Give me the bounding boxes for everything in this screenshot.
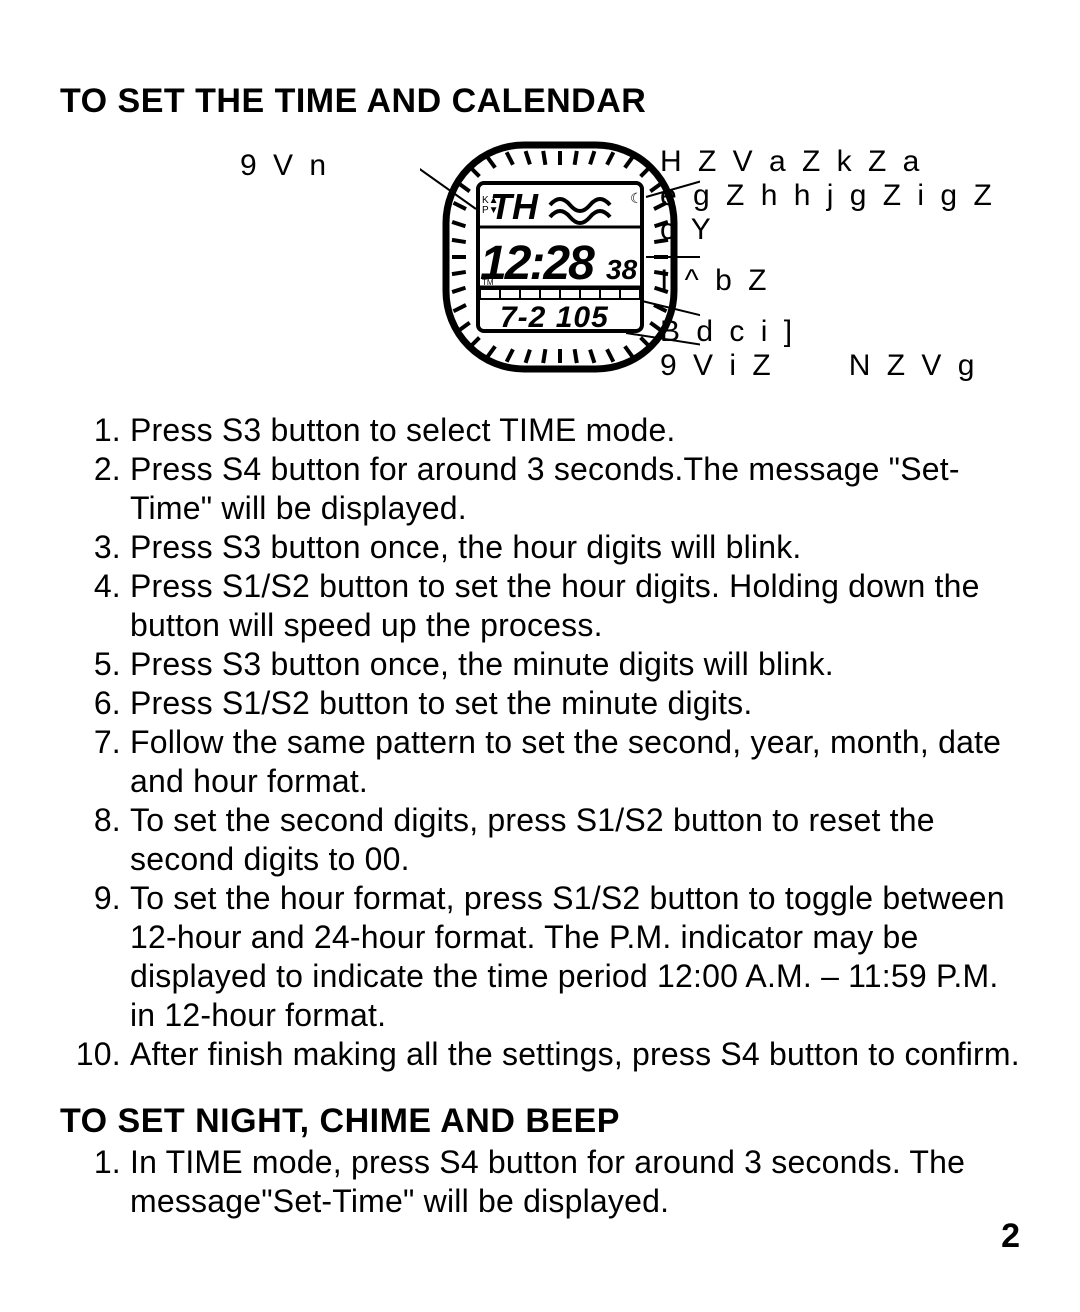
step-item: Press S4 button for around 3 seconds.The… bbox=[130, 450, 1020, 528]
steps-time: Press S3 button to select TIME mode.Pres… bbox=[60, 411, 1020, 1074]
manual-page: TO SET THE TIME AND CALENDAR 9 V n TH bbox=[0, 0, 1080, 1312]
heading-set-time: TO SET THE TIME AND CALENDAR bbox=[60, 82, 1020, 121]
step-item: Press S3 button once, the hour digits wi… bbox=[130, 528, 1020, 567]
lcd-seconds: 38 bbox=[606, 254, 638, 285]
svg-text:TM: TM bbox=[482, 278, 494, 287]
step-item: Press S3 button once, the minute digits … bbox=[130, 645, 1020, 684]
step-item: After finish making all the settings, pr… bbox=[130, 1035, 1020, 1074]
svg-text:P▼: P▼ bbox=[482, 205, 499, 216]
heading-set-night: TO SET NIGHT, CHIME AND BEEP bbox=[60, 1102, 1020, 1141]
diagram-right-labels: H Z V a Z k Z a e g Z h h j g Z i g Z c … bbox=[660, 145, 1020, 399]
label-time: I ^ b Z bbox=[660, 263, 1020, 299]
diagram-left-label: 9 V n bbox=[240, 149, 330, 183]
label-month: B d c i ] bbox=[660, 315, 1020, 349]
steps-night: In TIME mode, press S4 button for around… bbox=[60, 1143, 1020, 1221]
step-item: Press S1/S2 button to set the hour digit… bbox=[130, 567, 1020, 645]
watch-svg: TH K▲ P▼ ☾ 12:28 38 TM 7-2 105 bbox=[420, 127, 700, 387]
lcd-date: 7-2 105 bbox=[500, 301, 609, 334]
step-item: Follow the same pattern to set the secon… bbox=[130, 723, 1020, 801]
label-sea-level-2: e g Z h h j g Z i g Z c Y bbox=[660, 179, 1020, 247]
label-date-year: 9 V i Z N Z V g bbox=[660, 349, 1020, 383]
watch-diagram: 9 V n TH K▲ P▼ ☾ bbox=[60, 127, 1020, 397]
step-item: In TIME mode, press S4 button for around… bbox=[130, 1143, 1020, 1221]
svg-text:☾: ☾ bbox=[630, 190, 643, 206]
lcd-time: 12:28 bbox=[480, 237, 595, 290]
step-item: Press S3 button to select TIME mode. bbox=[130, 411, 1020, 450]
page-number: 2 bbox=[1001, 1217, 1020, 1256]
step-item: To set the second digits, press S1/S2 bu… bbox=[130, 801, 1020, 879]
label-sea-level-1: H Z V a Z k Z a bbox=[660, 145, 1020, 179]
step-item: Press S1/S2 button to set the minute dig… bbox=[130, 684, 1020, 723]
step-item: To set the hour format, press S1/S2 butt… bbox=[130, 879, 1020, 1035]
